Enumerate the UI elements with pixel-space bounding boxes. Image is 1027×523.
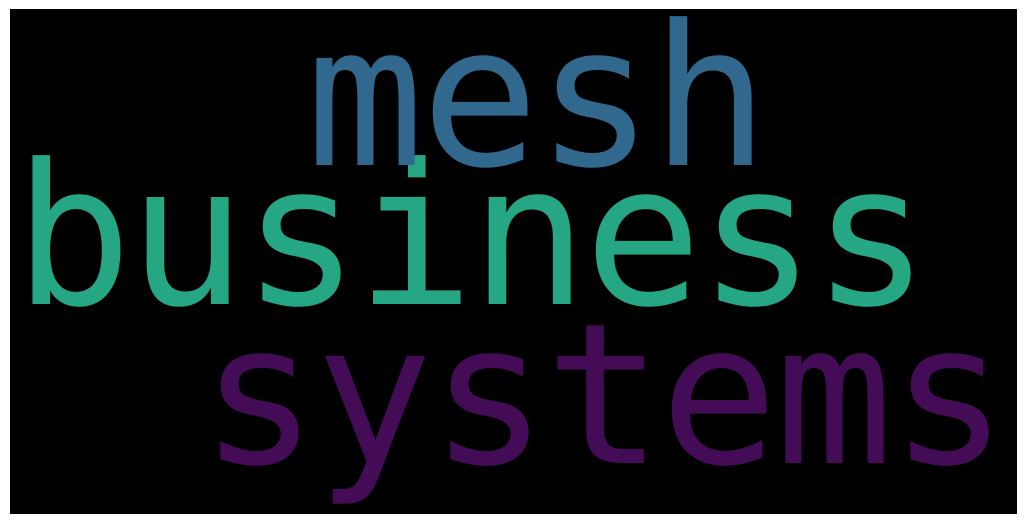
word-cloud-canvas: systems business mesh [10,9,1017,514]
word-systems: systems [200,282,1008,510]
word-mesh: mesh [306,9,769,212]
word-business: business [14,123,930,351]
